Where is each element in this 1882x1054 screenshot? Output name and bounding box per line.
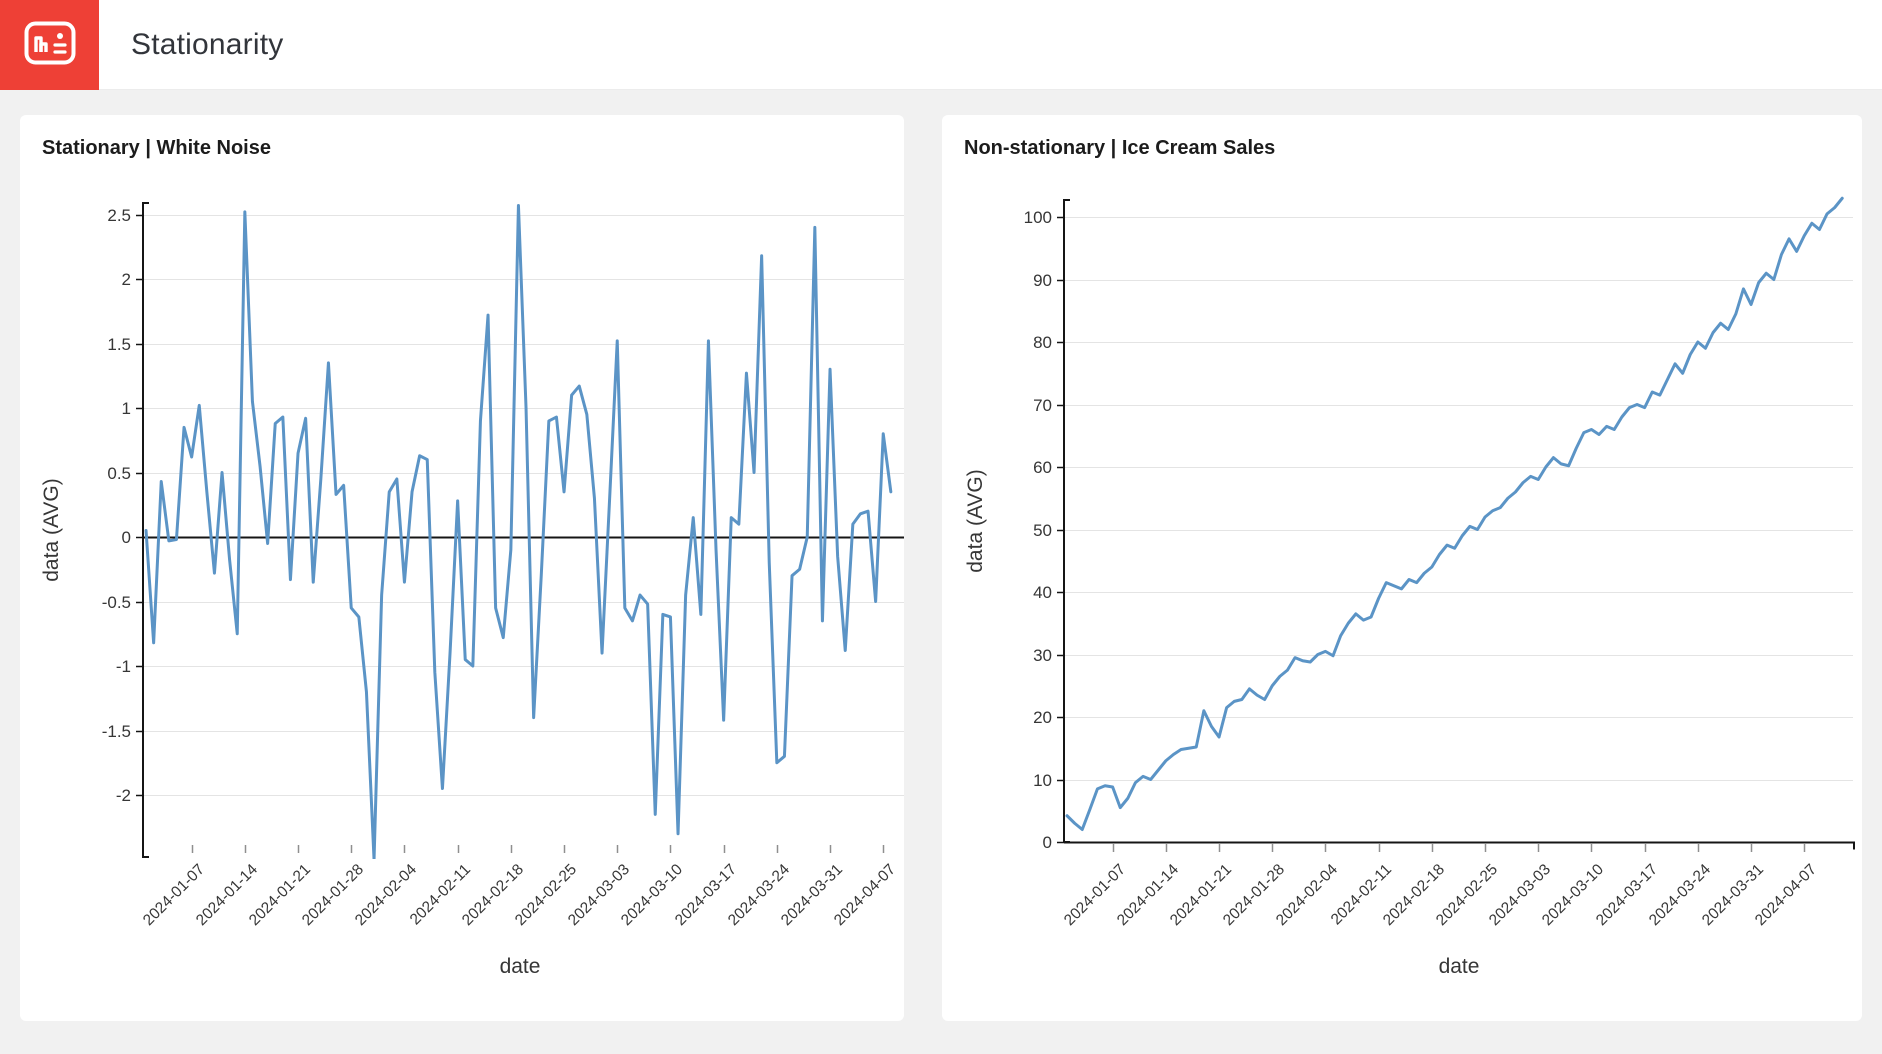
y-tick-label: 1.5 <box>107 334 131 354</box>
y-tick-label: -2 <box>115 786 131 805</box>
y-tick-label: 60 <box>1033 458 1052 477</box>
y-axis-title: data (AVG) <box>40 478 63 582</box>
ice-cream-chart[interactable]: 100 90 80 70 60 50 40 30 20 10 0 2024-01-07 2024-01-… <box>942 115 1862 1021</box>
y-tick-label: 2.5 <box>107 205 131 225</box>
chart-card-ice-cream: Non-stationary | Ice Cream Sales 1009080… <box>942 115 1862 1021</box>
y-tick-label: 100 <box>1023 208 1052 227</box>
y-tick-label: 80 <box>1033 333 1052 352</box>
y-tick-label: -0.5 <box>101 592 131 612</box>
y-axis-title: data (AVG) <box>964 469 987 573</box>
y-tick-label: 10 <box>1033 770 1052 790</box>
chart-card-white-noise: Stationary | White Noise 2.521.510.50-0.… <box>20 115 904 1021</box>
white-noise-chart[interactable]: 2.5 2 1.5 1 0.5 0 -0.5 -1 -1.5 -2 2024-01-07 2024-0… <box>20 115 904 1021</box>
y-tick-label: 70 <box>1033 395 1052 415</box>
chart-canvas[interactable] <box>942 115 1862 1021</box>
y-tick-label: 40 <box>1033 583 1052 602</box>
y-tick-label: -1.5 <box>101 721 131 741</box>
y-tick-label: 90 <box>1033 270 1052 290</box>
x-axis-title: date <box>499 955 541 978</box>
y-tick-label: 1 <box>121 399 131 418</box>
y-tick-label: 0 <box>1042 833 1052 852</box>
app-logo[interactable] <box>0 0 99 90</box>
y-tick-label: 20 <box>1033 708 1052 727</box>
y-tick-label: -1 <box>115 657 131 676</box>
y-tick-label: 30 <box>1033 645 1052 665</box>
y-tick-label: 2 <box>121 270 131 289</box>
chart-card-icon <box>24 21 76 70</box>
x-axis-title: date <box>1438 955 1480 978</box>
y-tick-label: 0 <box>121 528 131 547</box>
chart-canvas[interactable] <box>20 115 904 1021</box>
app-header: Stationarity <box>0 0 1882 90</box>
y-tick-label: 0.5 <box>107 463 131 483</box>
page-title: Stationarity <box>131 27 284 61</box>
y-tick-label: 50 <box>1033 520 1052 540</box>
